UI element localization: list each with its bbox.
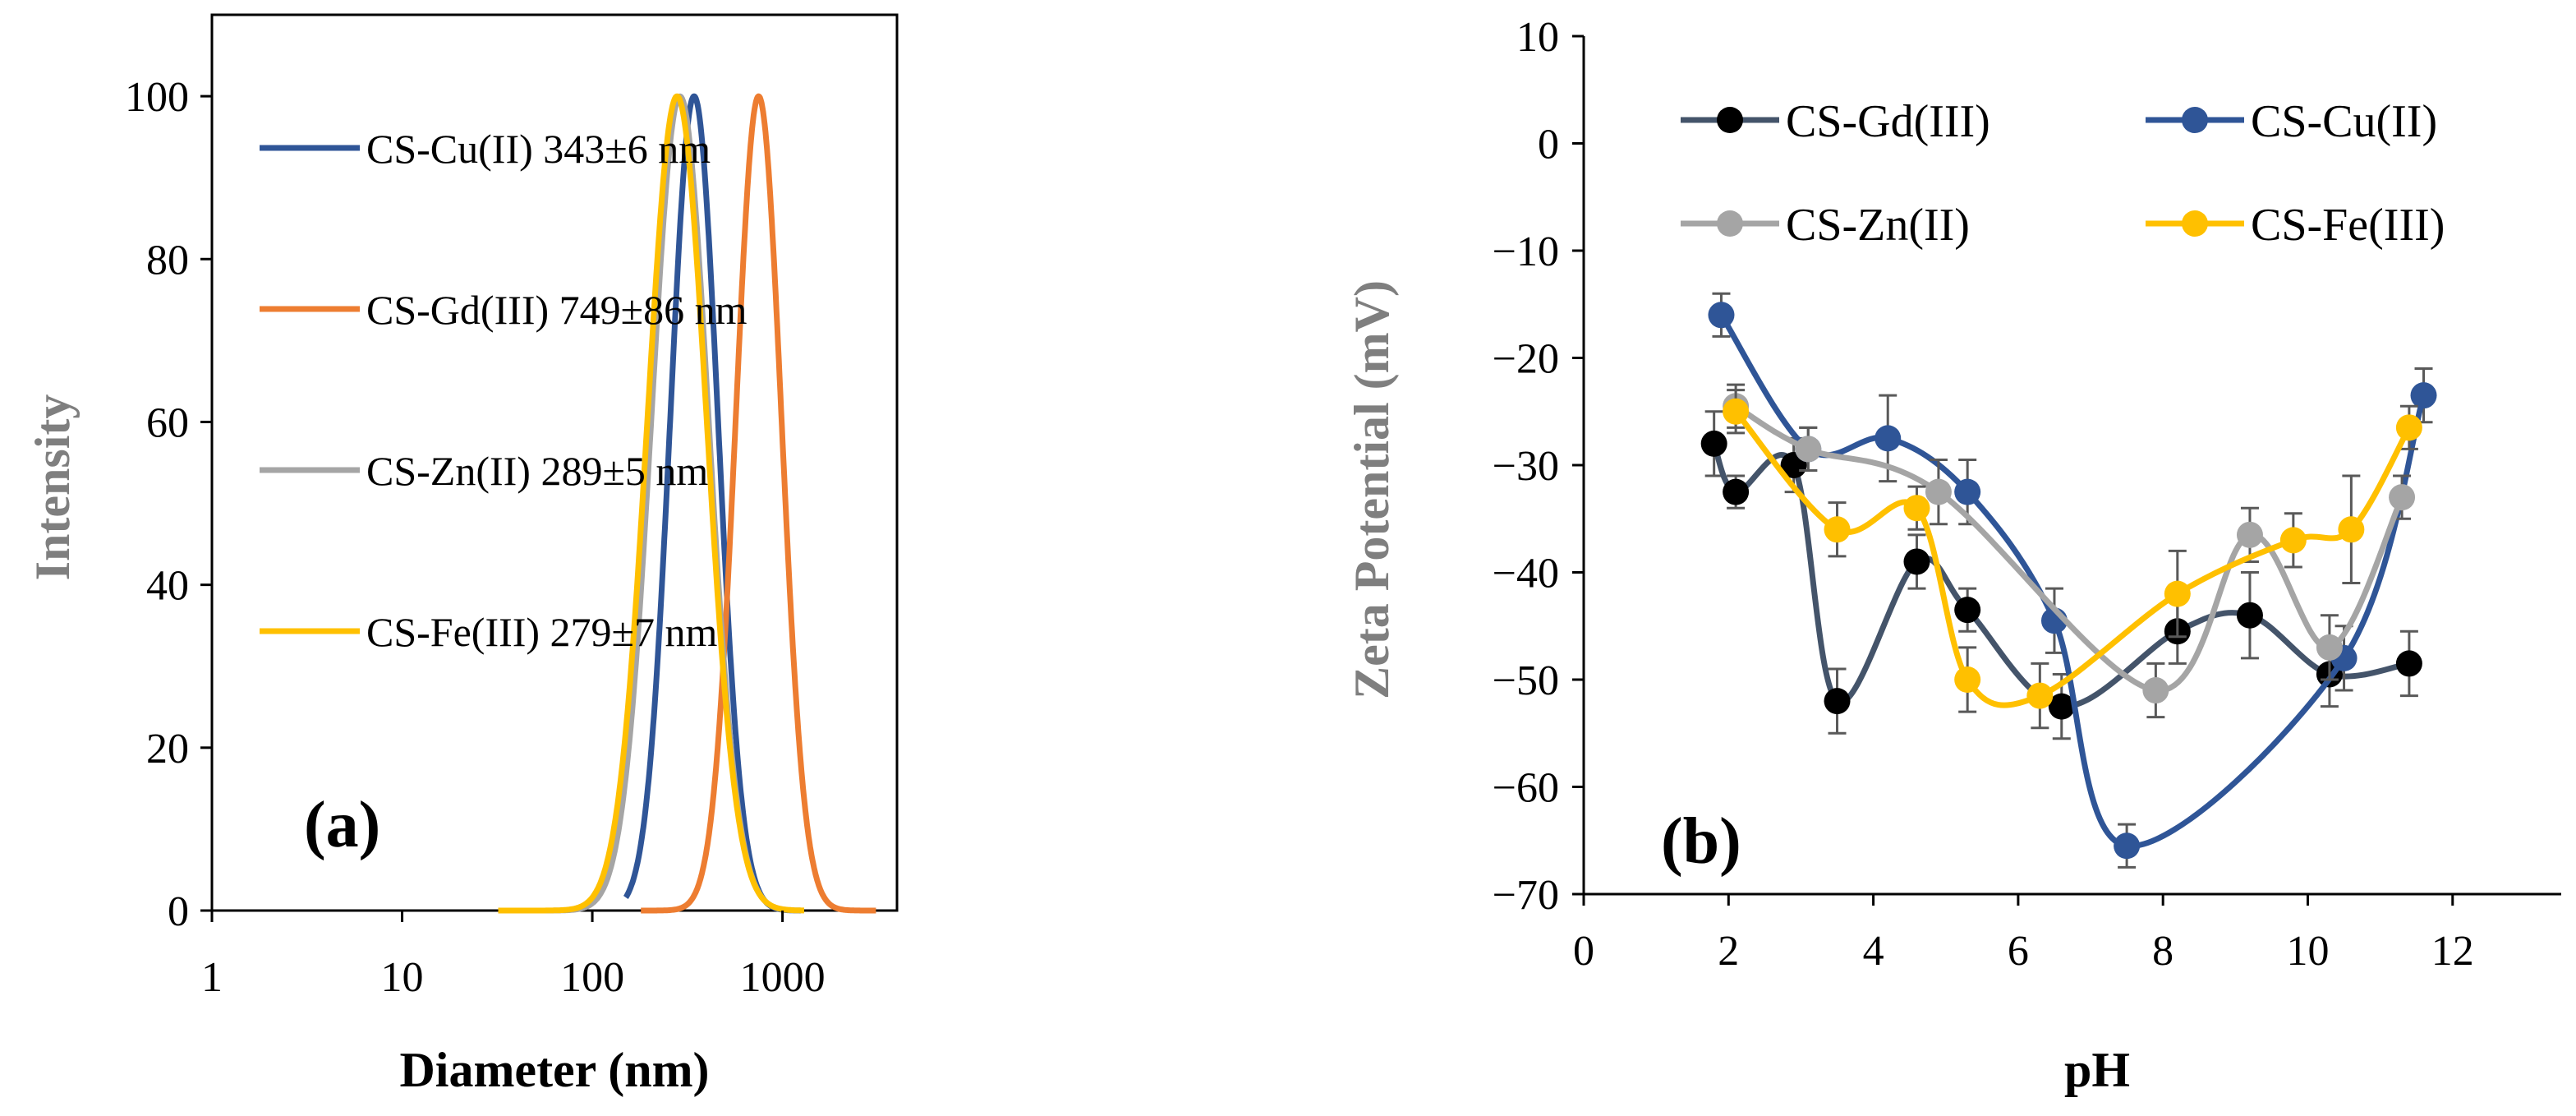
legend-label-b: CS-Fe(III) <box>2251 200 2445 251</box>
y-tick-label-a: 80 <box>146 237 189 284</box>
data-point-b-4 <box>1954 666 1981 693</box>
legend-label-b: CS-Zn(II) <box>1786 200 1970 251</box>
y-tick-label-a: 0 <box>168 888 189 935</box>
x-tick-label-a: 10 <box>381 954 424 1001</box>
data-point-b-1 <box>2048 693 2075 720</box>
data-point-b-4 <box>2164 580 2191 607</box>
legend-label-a: CS-Fe(III) 279±7 nm <box>366 609 718 655</box>
data-point-b-1 <box>2395 650 2422 677</box>
data-point-b-1 <box>2236 602 2263 629</box>
data-point-b-3 <box>2316 634 2343 661</box>
x-tick-label-b: 6 <box>2008 928 2029 975</box>
x-axis-label-a: Diameter (nm) <box>399 1043 709 1097</box>
data-point-b-2 <box>2410 382 2437 409</box>
y-axis-label-a: Intensity <box>25 394 80 581</box>
series-line-a-4 <box>496 93 807 914</box>
data-point-b-4 <box>1903 495 1930 522</box>
x-tick-label-b: 12 <box>2431 928 2474 975</box>
y-tick-label-b: 0 <box>1538 122 1559 168</box>
series-line-a-2 <box>638 93 878 914</box>
y-tick-label-b: −40 <box>1493 551 1559 597</box>
data-point-b-3 <box>2389 484 2416 511</box>
panel-label-b: (b) <box>1661 805 1741 878</box>
legend-marker-b <box>1717 210 1743 237</box>
legend-label-a: CS-Zn(II) 289±5 nm <box>366 448 708 494</box>
panel-a-size-distribution: 0 20 40 60 80 100 1 10 100 1000 Diameter (nm) Inten… <box>25 13 899 1097</box>
x-tick-label-b: 8 <box>2152 928 2174 975</box>
data-point-b-3 <box>1795 436 1822 463</box>
data-point-b-4 <box>1723 398 1750 425</box>
y-tick-label-b: −50 <box>1493 657 1559 704</box>
x-tick-label-b: 10 <box>2286 928 2329 975</box>
y-tick-label-b: −70 <box>1493 872 1559 919</box>
x-tick-label-b: 2 <box>1718 928 1739 975</box>
panel-b-zeta-potential: 10 0 −10 −20 −30 −40 −50 −60 −70 0 2 4 6 8 10 12 pH Zeta … <box>1345 14 2561 1097</box>
data-point-b-4 <box>2338 516 2365 543</box>
legend-marker-b <box>2182 107 2208 133</box>
data-point-b-1 <box>1954 597 1981 624</box>
series-line-b-2 <box>1718 313 2426 849</box>
y-tick-label-b: −30 <box>1493 443 1559 490</box>
data-point-b-1 <box>1903 548 1930 575</box>
data-point-b-3 <box>2142 677 2169 704</box>
legend-marker-b <box>1717 107 1743 133</box>
data-point-b-1 <box>1824 688 1851 715</box>
x-axis-label-b: pH <box>2064 1043 2130 1097</box>
series-line-b-1 <box>1711 442 2410 710</box>
x-tick-label-b: 0 <box>1573 928 1594 975</box>
data-point-b-3 <box>2236 521 2263 548</box>
y-tick-label-a: 20 <box>146 726 189 772</box>
legend-label-b: CS-Gd(III) <box>1786 96 1990 147</box>
y-tick-label-a: 60 <box>146 399 189 446</box>
y-tick-label-a: 40 <box>146 563 189 610</box>
y-axis-label-b: Zeta Potential (mV) <box>1345 280 1399 699</box>
data-point-b-1 <box>1723 478 1750 505</box>
data-point-b-4 <box>2395 414 2422 441</box>
data-point-b-4 <box>2026 682 2054 709</box>
data-point-b-4 <box>2279 527 2307 554</box>
data-point-b-2 <box>1954 478 1981 505</box>
series-line-a-3 <box>514 93 796 914</box>
legend-label-a: CS-Gd(III) 749±86 nm <box>366 287 748 333</box>
data-point-b-4 <box>1824 516 1851 543</box>
panel-label-a: (a) <box>304 789 380 861</box>
x-tick-label-a: 1 <box>201 954 223 1001</box>
legend-label-a: CS-Cu(II) 343±6 nm <box>366 126 711 172</box>
data-point-b-3 <box>1925 478 1952 505</box>
legend-label-b: CS-Cu(II) <box>2251 96 2437 147</box>
data-point-b-2 <box>1874 425 1902 452</box>
x-tick-label-a: 100 <box>560 954 624 1001</box>
y-tick-label-b: −60 <box>1493 765 1559 812</box>
x-tick-label-a: 1000 <box>740 954 826 1001</box>
y-tick-label-b: −20 <box>1493 336 1559 383</box>
y-tick-label-a: 100 <box>125 74 189 121</box>
y-tick-label-b: 10 <box>1516 14 1559 61</box>
y-tick-label-b: −10 <box>1493 228 1559 275</box>
legend-marker-b <box>2182 210 2208 237</box>
x-tick-label-b: 4 <box>1863 928 1884 975</box>
data-point-b-2 <box>1708 302 1735 329</box>
data-point-b-2 <box>2114 832 2141 860</box>
data-point-b-1 <box>1700 430 1727 457</box>
